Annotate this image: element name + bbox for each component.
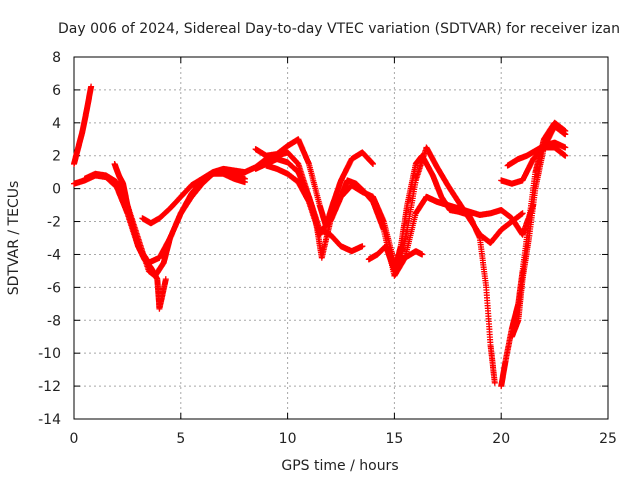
- y-tick-label-5: -2: [47, 215, 61, 231]
- x-tick-label-0: 0: [70, 431, 79, 447]
- y-tick-label-10: -12: [38, 379, 61, 395]
- series-track-11: [423, 193, 537, 238]
- series-markers-track-11: [423, 193, 537, 238]
- series-track-8: [263, 162, 451, 279]
- y-tick-label-1: 6: [52, 83, 61, 99]
- y-tick-label-0: 8: [52, 50, 61, 66]
- series-track-1: [71, 83, 95, 167]
- series-markers-track-13: [508, 123, 569, 340]
- series-markers-track-9: [365, 152, 498, 386]
- series-markers-track-3: [81, 170, 248, 279]
- series-track-4: [111, 161, 169, 312]
- series-markers-track-4: [111, 161, 169, 312]
- series-track-13: [508, 123, 569, 340]
- plot-border: [73, 56, 609, 420]
- x-axis-label: GPS time / hours: [281, 458, 398, 474]
- series-track-15: [504, 139, 569, 169]
- series-track-9: [365, 152, 498, 386]
- series-markers-track-1: [71, 83, 95, 167]
- chart-title: Day 006 of 2024, Sidereal Day-to-day VTE…: [58, 21, 620, 37]
- series-markers-track-15: [504, 139, 569, 169]
- x-tick-label-3: 15: [385, 431, 403, 447]
- y-tick-label-2: 4: [52, 116, 61, 132]
- x-axis-tick-labels: 0 5 10 15 20 25: [70, 431, 617, 447]
- data-series: [71, 83, 569, 390]
- x-tick-label-4: 20: [492, 431, 510, 447]
- x-tick-label-5: 25: [599, 431, 617, 447]
- y-tick-label-11: -14: [38, 412, 61, 428]
- y-tick-label-4: 0: [52, 182, 61, 198]
- y-axis-tick-labels: 8 6 4 2 0 -2 -4 -6 -8 -10 -12 -14: [38, 50, 61, 428]
- x-tick-label-1: 5: [176, 431, 185, 447]
- y-tick-label-9: -10: [38, 346, 61, 362]
- series-markers-track-6: [252, 136, 376, 230]
- x-tick-label-2: 10: [279, 431, 297, 447]
- y-axis-label: SDTVAR / TECUs: [6, 181, 22, 296]
- y-tick-label-7: -6: [47, 280, 61, 296]
- series-track-3: [81, 170, 248, 279]
- y-tick-label-3: 2: [52, 149, 61, 165]
- y-tick-label-6: -4: [47, 247, 61, 263]
- series-markers-track-8: [263, 162, 451, 279]
- series-track-6: [252, 136, 376, 230]
- y-tick-label-8: -8: [47, 313, 61, 329]
- axis-ticks: [73, 56, 609, 420]
